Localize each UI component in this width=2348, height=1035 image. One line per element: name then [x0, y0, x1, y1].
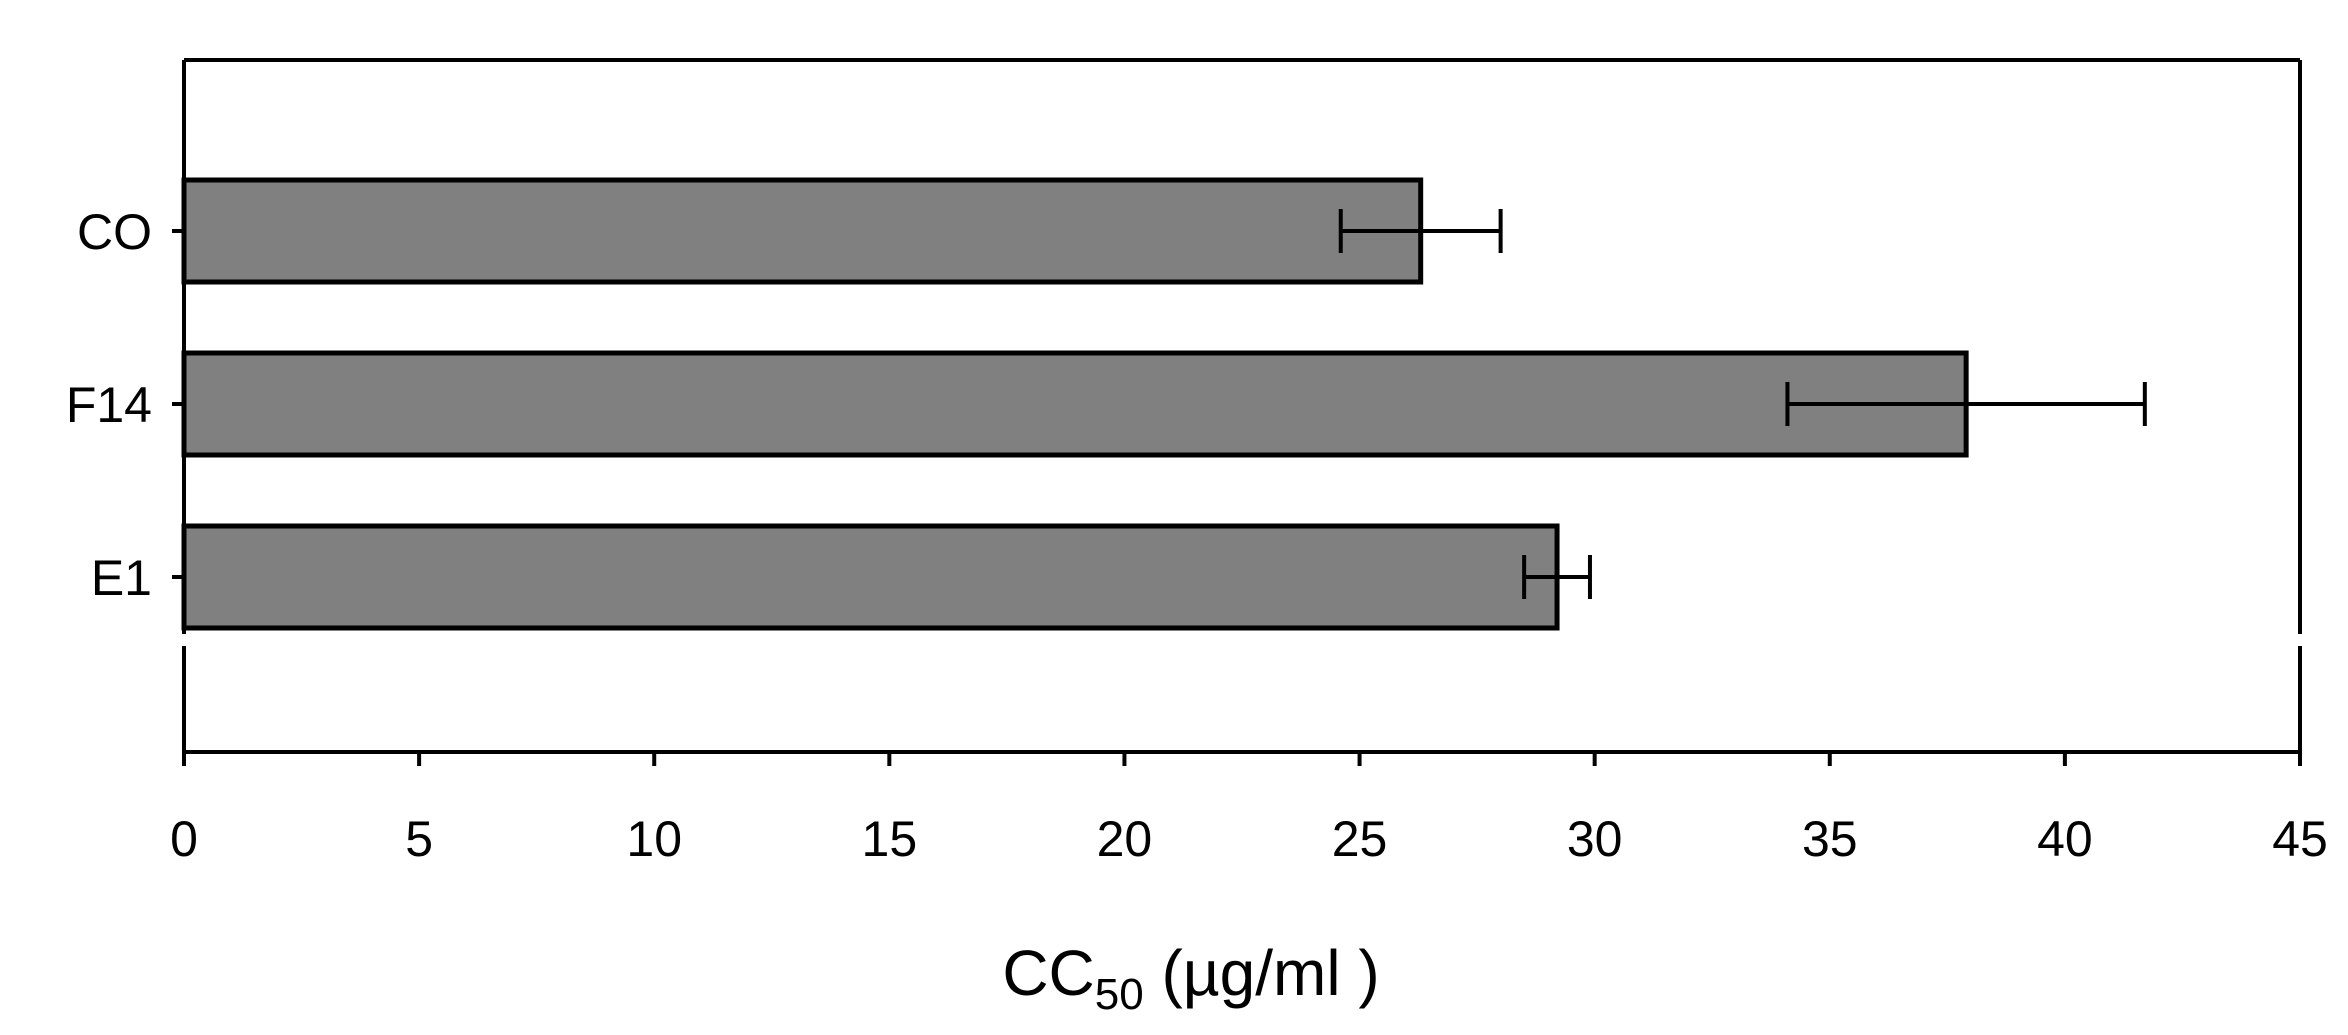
bar-e1 [181, 523, 1560, 631]
y-axis-ticks: CO F14 E1 [66, 204, 184, 606]
x-tick-label-10: 10 [626, 811, 682, 867]
error-bars-layer [1338, 209, 2147, 599]
x-tick-label-5: 5 [405, 811, 433, 867]
x-tick-label-35: 35 [1802, 811, 1858, 867]
x-axis-label-units: (µg/ml ) [1144, 937, 1380, 1009]
x-tick-label-45: 45 [2272, 811, 2328, 867]
x-tick-label-30: 30 [1567, 811, 1623, 867]
x-axis-label: CC50 (µg/ml ) [1002, 937, 1379, 1019]
x-tick-label-15: 15 [862, 811, 918, 867]
bar-co [181, 177, 1424, 285]
bar-f14 [181, 350, 1969, 458]
x-tick-label-0: 0 [170, 811, 198, 867]
x-axis-ticks: 0 5 10 15 20 25 30 35 40 45 [170, 752, 2328, 867]
x-tick-label-40: 40 [2037, 811, 2093, 867]
x-tick-label-25: 25 [1332, 811, 1388, 867]
y-tick-label-f14: F14 [66, 377, 152, 433]
x-tick-label-20: 20 [1097, 811, 1153, 867]
x-axis-label-subscript: 50 [1095, 970, 1144, 1019]
plot-frame [182, 58, 2302, 754]
bars-layer [181, 177, 1969, 631]
y-tick-label-e1: E1 [91, 550, 152, 606]
y-tick-label-co: CO [77, 204, 152, 260]
x-axis-label-main: CC [1002, 937, 1094, 1009]
